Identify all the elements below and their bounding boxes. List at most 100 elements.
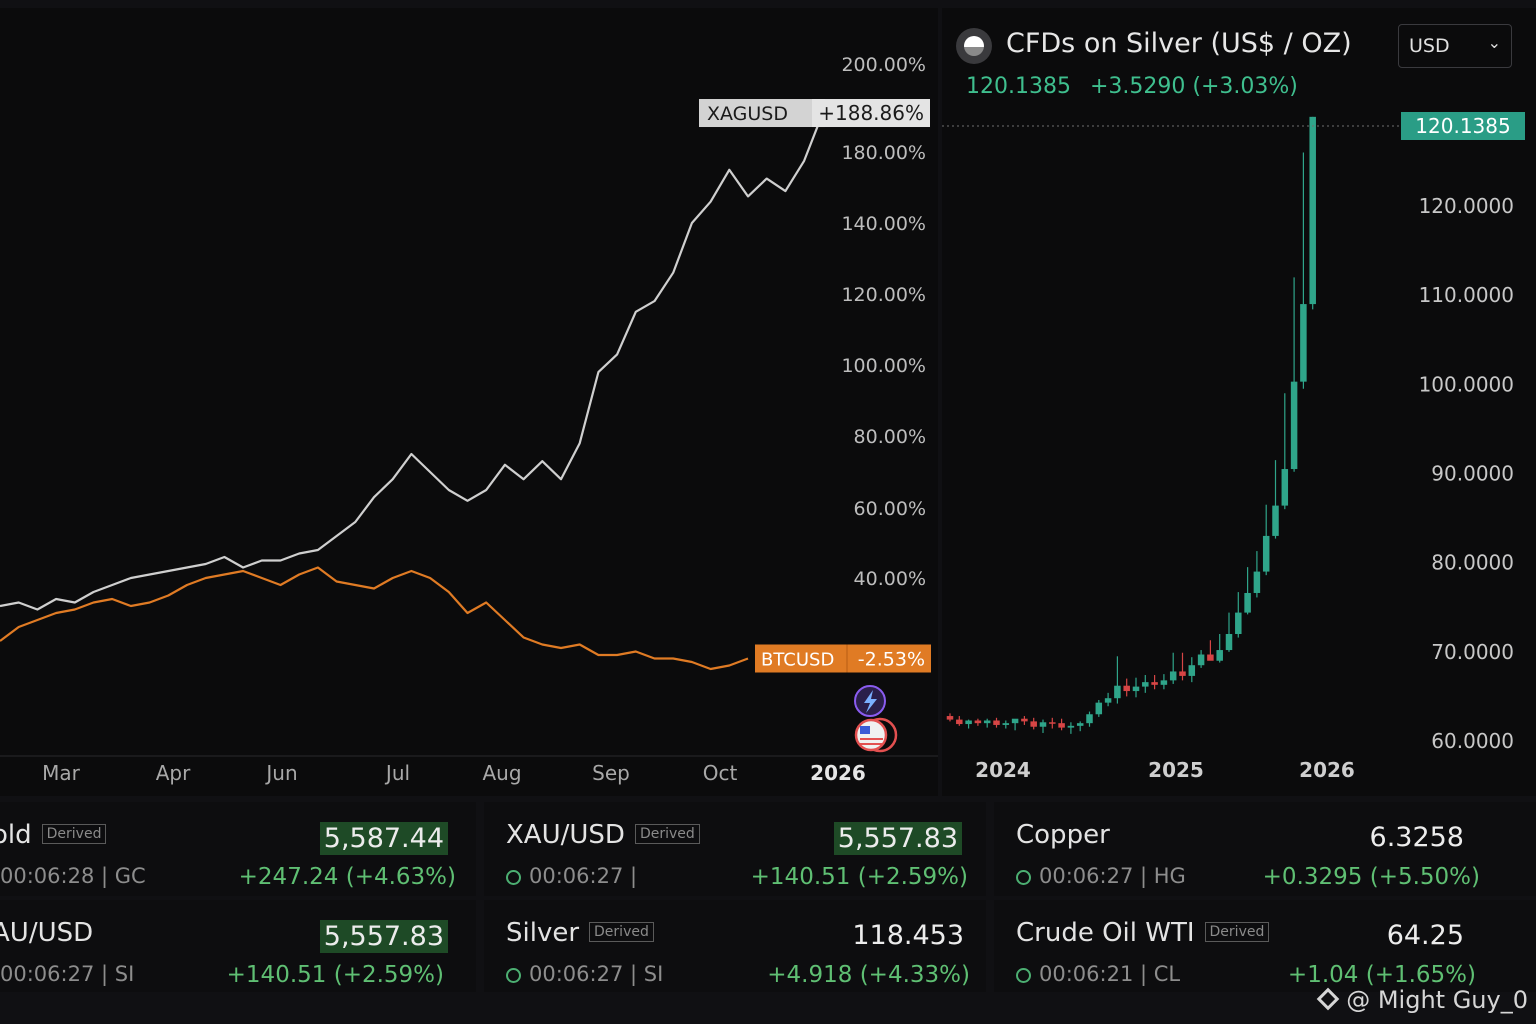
candle	[1132, 677, 1140, 698]
quote-price: 5,557.83	[833, 822, 962, 855]
quote-time: 00:06:27 |	[506, 864, 637, 888]
candle-body	[1039, 722, 1047, 727]
y-tick-label: 200.00%	[841, 54, 926, 76]
candle-body	[1253, 571, 1261, 593]
candle-body	[1058, 723, 1065, 728]
btcusd-last-label: BTCUSD -2.53%	[755, 644, 931, 673]
candle-body	[1225, 634, 1233, 651]
candle	[1123, 678, 1130, 697]
candlestick-chart[interactable]: 120.0000 110.0000 100.0000 90.0000 80.0000 70…	[942, 8, 1536, 796]
quote-time: 00:06:27 | SI	[506, 962, 663, 986]
candle-body	[983, 720, 991, 724]
quote-time: 00:06:27 | HG	[1016, 864, 1186, 888]
candle-body	[1272, 505, 1279, 536]
candle-body	[1021, 718, 1028, 722]
quote-tile-crude-oil[interactable]: Crude Oil WTI Derived 00:06:21 | CL 64.25…	[994, 900, 1536, 992]
quote-tile-auusd[interactable]: AU/USD 00:06:27 | SI 5,557.83 +140.51 (+…	[0, 900, 476, 992]
quote-price: 6.3258	[1369, 822, 1464, 853]
candle-body	[974, 720, 982, 724]
quote-tile-silver[interactable]: Silver Derived 00:06:27 | SI 118.453 +4.9…	[484, 900, 986, 992]
quote-time: 00:06:21 | CL	[1016, 962, 1180, 986]
x-tick-label: Oct	[703, 761, 738, 785]
x-tick-label: Aug	[482, 761, 521, 785]
comparison-chart-panel[interactable]: 200.00% 180.00% 140.00% 120.00% 100.00% 80.00…	[0, 8, 938, 796]
candle-body	[1179, 671, 1186, 676]
currency-select[interactable]: USD ⌄	[1398, 24, 1512, 68]
comparison-chart[interactable]: 200.00% 180.00% 140.00% 120.00% 100.00% 80.00…	[0, 8, 938, 796]
series-value-label: -2.53%	[858, 649, 925, 671]
candle-body	[1309, 116, 1316, 305]
y-tick-label: 90.0000	[1431, 462, 1514, 486]
candle	[1253, 551, 1261, 598]
candle	[1067, 722, 1075, 734]
quote-change: +0.3295 (+5.50%)	[1262, 864, 1480, 890]
candle	[1272, 460, 1279, 539]
silver-chart-panel[interactable]: CFDs on Silver (US$ / OZ) 120.1385 +3.52…	[942, 8, 1536, 796]
clock-icon	[1016, 968, 1031, 983]
derived-badge: Derived	[41, 824, 107, 844]
candle-body	[956, 719, 963, 725]
candle-body	[1123, 685, 1130, 692]
candle-body	[1281, 469, 1289, 506]
candle-body	[1197, 654, 1205, 666]
logo-icon	[1316, 987, 1340, 1011]
y-tick-label: 70.0000	[1431, 640, 1514, 664]
candle	[1160, 674, 1168, 690]
quote-tile-copper[interactable]: Copper 00:06:27 | HG 6.3258 +0.3295 (+5.…	[994, 802, 1536, 896]
derived-badge: Derived	[634, 824, 700, 844]
series-value-label: +188.86%	[818, 101, 924, 125]
clock-icon	[506, 968, 521, 983]
x-tick-label: 2025	[1148, 758, 1204, 782]
candle	[1179, 652, 1186, 681]
candle	[1300, 152, 1307, 389]
candle-body	[1030, 721, 1037, 727]
y-tick-label: 100.0000	[1419, 372, 1514, 396]
clock-icon	[506, 870, 521, 885]
candle-body	[1086, 714, 1093, 724]
quote-change: +140.51 (+2.59%)	[226, 962, 444, 988]
y-tick-label: 80.0000	[1431, 551, 1514, 575]
quote-time: 00:06:28 | GC	[0, 864, 146, 888]
candle	[946, 713, 954, 722]
symbol-title: CFDs on Silver (US$ / OZ)	[1006, 28, 1352, 59]
flag-canton	[860, 726, 870, 734]
candle-body	[1207, 654, 1214, 661]
last-price-box	[1401, 112, 1525, 140]
y-tick-label: 140.00%	[841, 213, 926, 235]
candle	[956, 716, 963, 726]
us-flag-icon	[854, 718, 888, 752]
candle-body	[1104, 698, 1112, 703]
candle	[1151, 675, 1158, 690]
current-price: 120.1385	[966, 74, 1071, 99]
price-readout: 120.1385 +3.5290 (+3.03%)	[966, 74, 1310, 99]
watermark: @ Might Guy_0	[1316, 986, 1528, 1014]
candle	[1262, 504, 1270, 576]
xagusd-last-label: XAGUSD +188.86%	[699, 99, 930, 128]
series-name-label: BTCUSD	[761, 650, 834, 671]
candle	[1104, 692, 1112, 707]
candle-body	[1076, 723, 1084, 726]
y-tick-label: 40.00%	[854, 568, 926, 590]
label-box	[755, 644, 931, 673]
clock-icon	[1016, 870, 1031, 885]
candle	[1011, 718, 1019, 731]
x-tick-label: Jun	[264, 761, 297, 785]
quote-tile-gold[interactable]: oldDerived 00:06:28 | GC 5,587.44 +247.2…	[0, 802, 476, 896]
quote-tile-xauusd[interactable]: XAU/USD Derived 00:06:27 | 5,557.83 +140.…	[484, 802, 986, 896]
candle	[1188, 657, 1196, 683]
quote-time: 00:06:27 | SI	[0, 962, 135, 986]
y-tick-label: 120.00%	[841, 284, 926, 306]
candle	[1290, 277, 1298, 472]
x-tick-label: Jul	[384, 761, 410, 785]
candle	[974, 718, 982, 726]
candle-body	[1011, 718, 1019, 724]
candle	[1197, 650, 1205, 668]
candle-body	[1049, 722, 1056, 724]
candle	[1281, 393, 1289, 510]
y-tick-label: 120.0000	[1419, 194, 1514, 218]
candle	[1086, 711, 1093, 727]
y-tick-label: 100.00%	[841, 355, 926, 377]
candle	[1207, 640, 1214, 661]
candle-body	[946, 716, 954, 720]
quote-name: oldDerived	[0, 820, 107, 850]
